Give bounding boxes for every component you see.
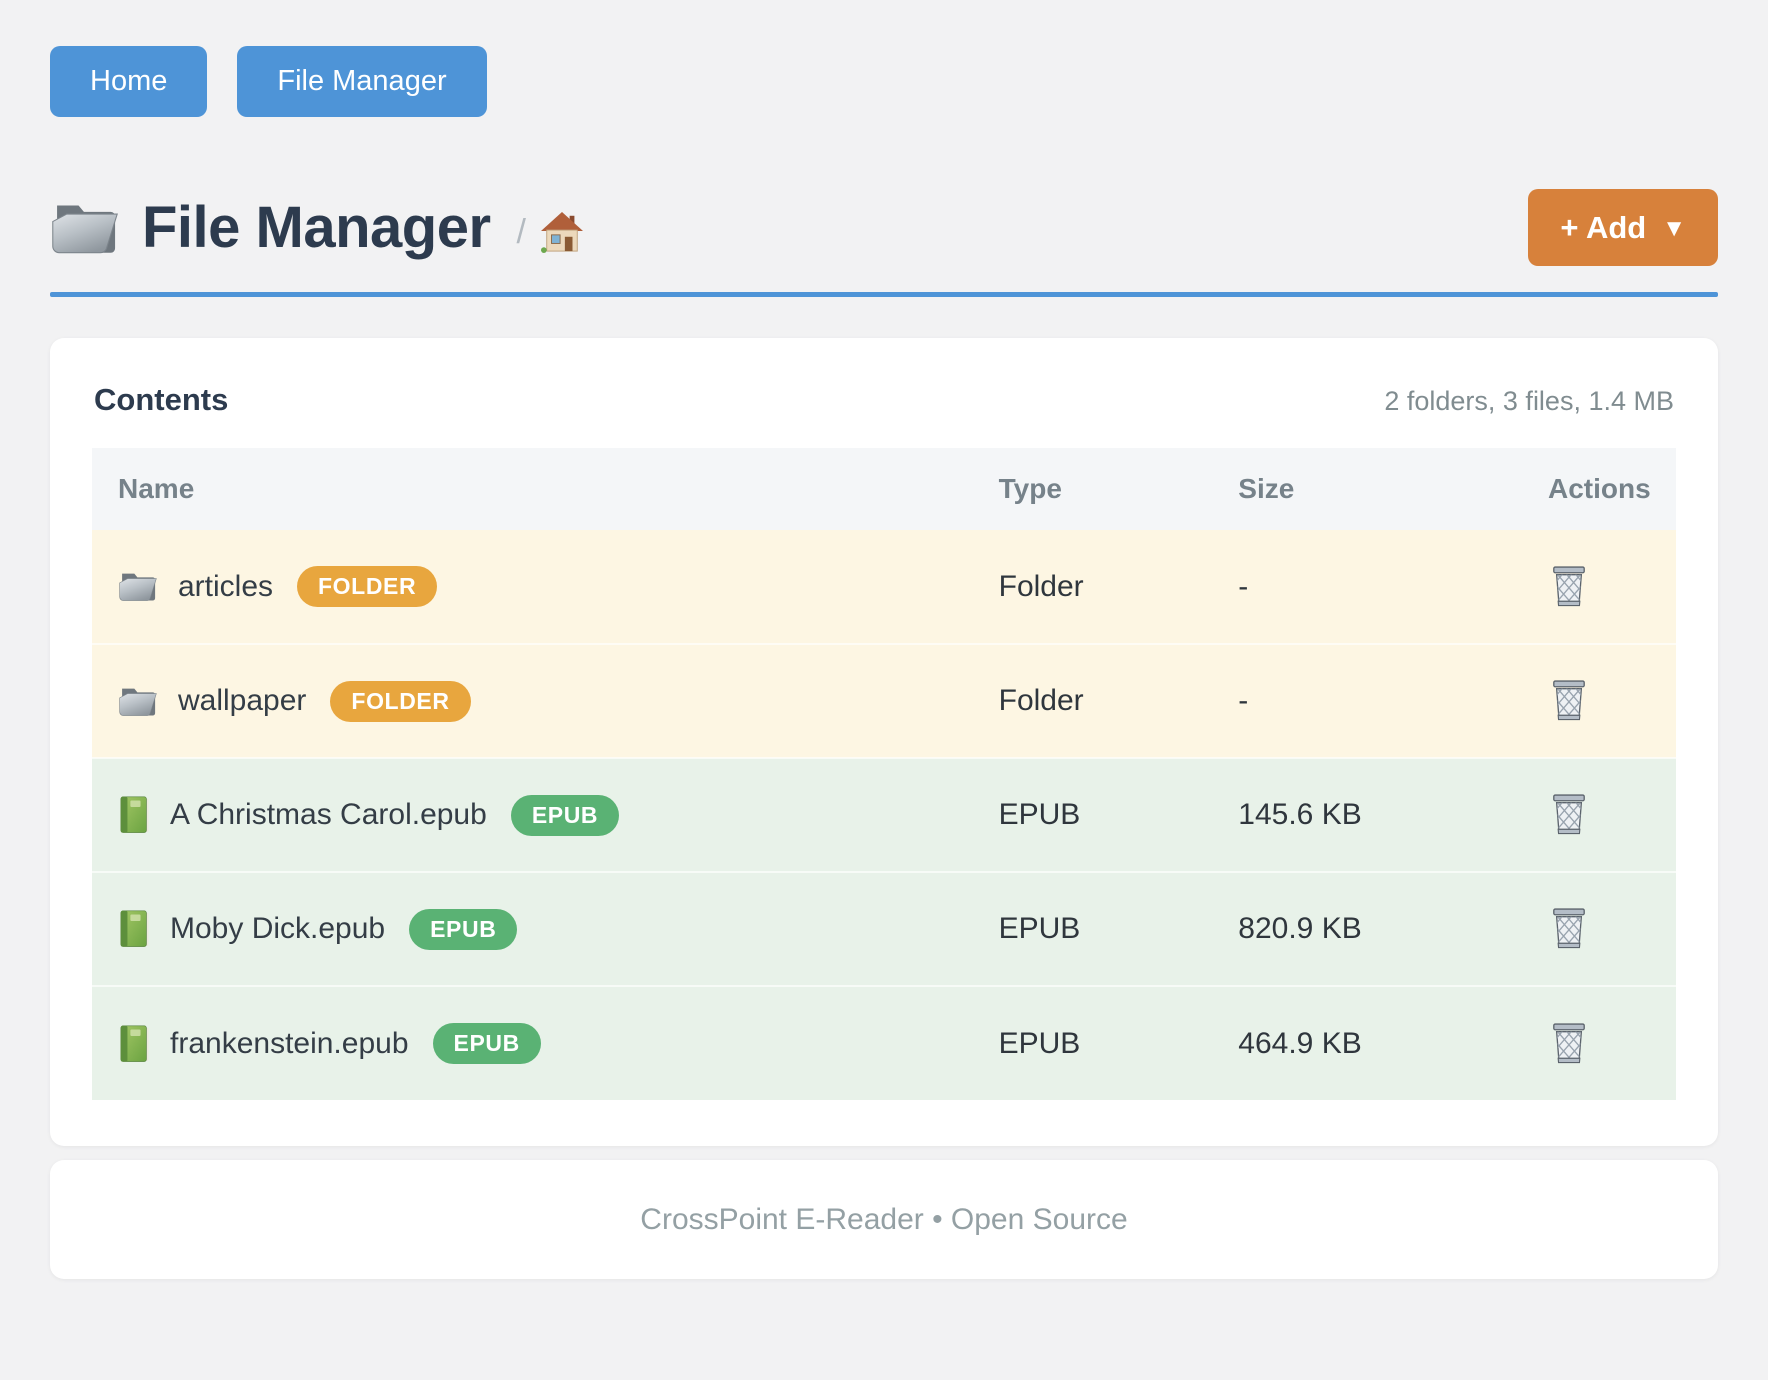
- table-row[interactable]: Moby Dick.epub EPUB EPUB 820.9 KB: [92, 871, 1676, 986]
- table-row[interactable]: articles FOLDER Folder -: [92, 530, 1676, 644]
- column-header-name: Name: [92, 448, 999, 530]
- file-size: 820.9 KB: [1238, 871, 1478, 986]
- table-row[interactable]: A Christmas Carol.epub EPUB EPUB 145.6 K…: [92, 757, 1676, 872]
- book-icon: [118, 910, 150, 948]
- nav-file-manager-button[interactable]: File Manager: [237, 46, 487, 117]
- column-header-actions: Actions: [1477, 448, 1676, 530]
- file-name[interactable]: articles: [178, 569, 274, 603]
- caret-down-icon: ▼: [1662, 214, 1686, 242]
- breadcrumb-separator: /: [516, 213, 526, 251]
- page-title: File Manager: [142, 195, 491, 260]
- page: Home File Manager File Manager / + Add ▼…: [50, 46, 1718, 1279]
- trash-icon: [1550, 793, 1588, 837]
- header-divider: [50, 292, 1718, 297]
- file-type: EPUB: [998, 871, 1239, 986]
- trash-icon: [1550, 679, 1588, 723]
- title-group: File Manager /: [50, 194, 584, 261]
- nav-home-button[interactable]: Home: [50, 46, 208, 117]
- trash-icon: [1550, 565, 1588, 609]
- type-badge: EPUB: [510, 794, 620, 836]
- type-badge: EPUB: [432, 1023, 541, 1064]
- add-button-label: + Add: [1560, 210, 1647, 245]
- footer-text: CrossPoint E-Reader • Open Source: [640, 1202, 1128, 1236]
- file-type: EPUB: [998, 985, 1239, 1100]
- trash-icon: [1550, 907, 1588, 951]
- folder-icon: [118, 685, 158, 718]
- footer: CrossPoint E-Reader • Open Source: [50, 1160, 1718, 1279]
- file-type: EPUB: [998, 757, 1239, 872]
- file-type: Folder: [998, 643, 1239, 758]
- delete-button[interactable]: [1550, 1022, 1588, 1066]
- file-type: Folder: [998, 530, 1239, 644]
- delete-button[interactable]: [1550, 907, 1588, 951]
- file-table: Name Type Size Actions articles FOLDER F…: [92, 448, 1676, 1100]
- page-header: File Manager / + Add ▼: [50, 189, 1718, 266]
- delete-button[interactable]: [1550, 793, 1588, 837]
- file-name[interactable]: frankenstein.epub: [170, 1026, 409, 1060]
- card-title: Contents: [94, 382, 229, 417]
- type-badge: FOLDER: [297, 566, 438, 607]
- book-icon: [118, 796, 150, 834]
- column-header-type: Type: [998, 448, 1239, 530]
- table-row[interactable]: wallpaper FOLDER Folder -: [92, 643, 1676, 758]
- type-badge: FOLDER: [330, 680, 471, 722]
- file-size: 464.9 KB: [1238, 985, 1478, 1100]
- top-nav: Home File Manager: [50, 46, 1718, 117]
- home-icon[interactable]: [540, 211, 584, 253]
- delete-button[interactable]: [1550, 565, 1588, 609]
- file-size: 145.6 KB: [1238, 757, 1478, 872]
- folder-icon: [118, 570, 158, 603]
- type-badge: EPUB: [409, 908, 518, 950]
- delete-button[interactable]: [1550, 679, 1588, 723]
- add-button[interactable]: + Add ▼: [1528, 189, 1718, 266]
- contents-summary: 2 folders, 3 files, 1.4 MB: [1384, 386, 1674, 416]
- card-header: Contents 2 folders, 3 files, 1.4 MB: [92, 382, 1676, 418]
- trash-icon: [1550, 1022, 1588, 1066]
- table-row[interactable]: frankenstein.epub EPUB EPUB 464.9 KB: [92, 985, 1676, 1100]
- file-name[interactable]: A Christmas Carol.epub: [170, 798, 487, 831]
- column-header-size: Size: [1238, 448, 1478, 530]
- folder-icon: [50, 199, 120, 257]
- file-name[interactable]: wallpaper: [178, 684, 307, 717]
- contents-card: Contents 2 folders, 3 files, 1.4 MB Name…: [50, 338, 1718, 1146]
- book-icon: [118, 1025, 150, 1063]
- file-name[interactable]: Moby Dick.epub: [170, 912, 386, 945]
- file-size: -: [1238, 530, 1478, 644]
- table-header-row: Name Type Size Actions: [92, 448, 1676, 530]
- file-size: -: [1238, 643, 1478, 758]
